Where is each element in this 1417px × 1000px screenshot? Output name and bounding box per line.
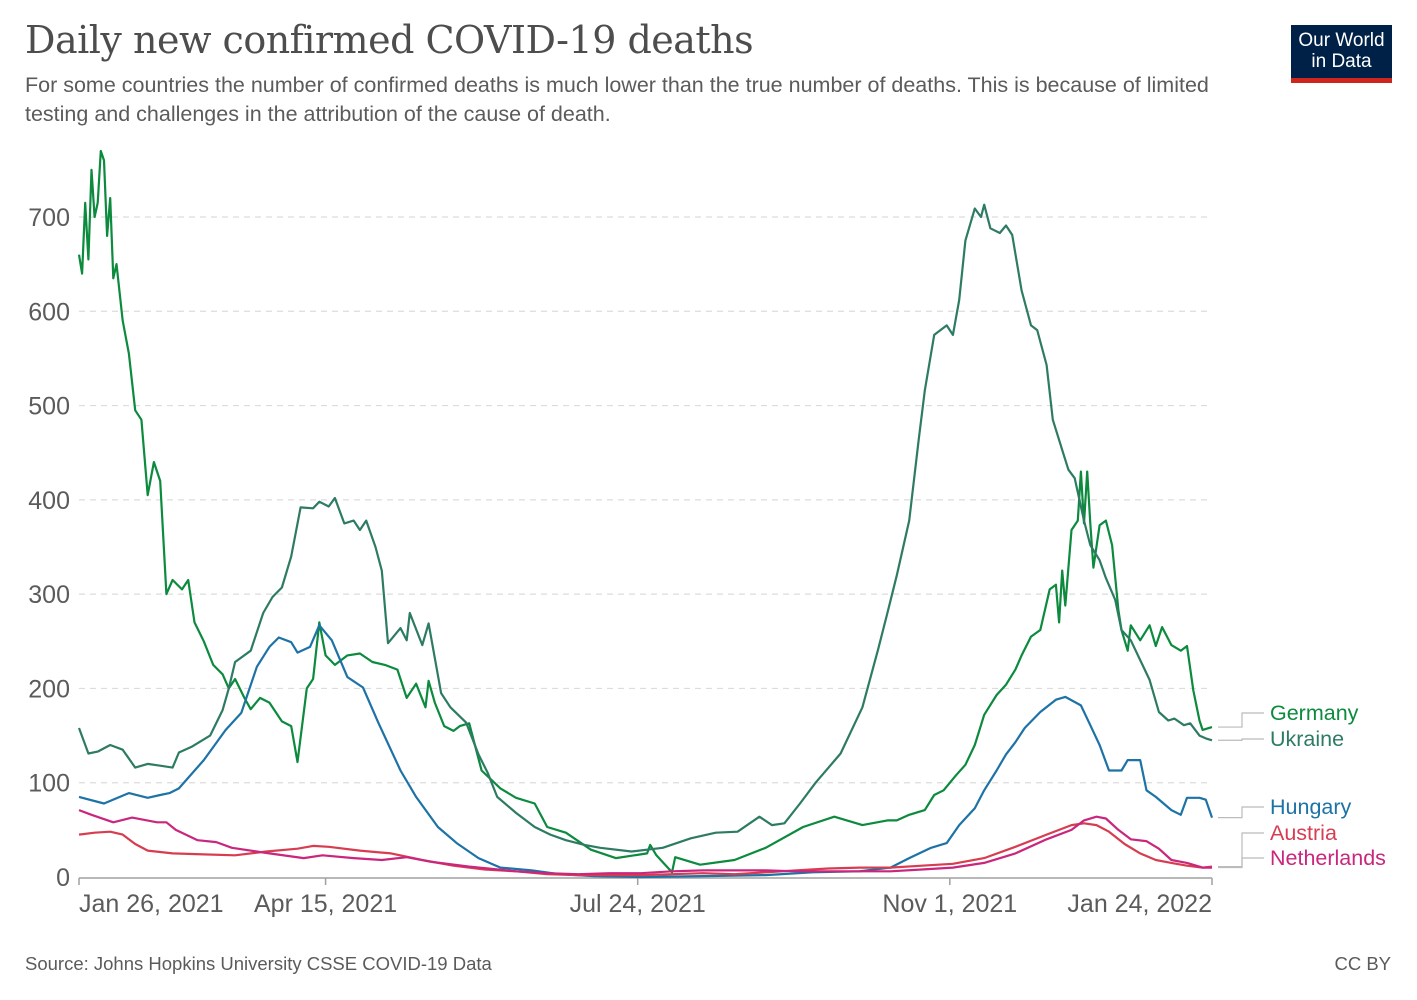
legend-connector (1218, 712, 1264, 728)
series-line-ukraine (77, 203, 1213, 853)
y-tick-label: 100 (28, 770, 70, 798)
x-tick-label: Nov 1, 2021 (882, 890, 1017, 918)
y-tick-label: 700 (28, 204, 70, 232)
y-tick-label: 300 (28, 581, 70, 609)
legend-connector (1218, 832, 1264, 868)
legend-label-germany[interactable]: Germany (1270, 701, 1359, 725)
y-tick-label: 0 (56, 864, 70, 892)
legend-connector (1218, 857, 1264, 869)
legend-label-netherlands[interactable]: Netherlands (1270, 846, 1386, 870)
legend-label-austria[interactable]: Austria (1270, 821, 1337, 845)
x-tick-label: Apr 15, 2021 (254, 890, 397, 918)
y-tick-label: 500 (28, 393, 70, 421)
x-tick-label: Jul 24, 2021 (570, 890, 706, 918)
y-tick-label: 400 (28, 487, 70, 515)
chart-subtitle: For some countries the number of confirm… (25, 73, 1209, 126)
y-tick-label: 200 (28, 675, 70, 703)
legend-connector (1218, 738, 1264, 741)
x-tick-label: Jan 26, 2021 (79, 890, 224, 918)
owid-logo[interactable]: Our World in Data (1291, 25, 1392, 83)
series-line-germany (77, 149, 1213, 874)
legend-label-hungary[interactable]: Hungary (1270, 795, 1352, 819)
chart-title: Daily new confirmed COVID-19 deaths (25, 18, 754, 62)
legend-label-ukraine[interactable]: Ukraine (1270, 727, 1344, 751)
x-tick-label: Jan 24, 2022 (1067, 890, 1212, 918)
series-line-netherlands (78, 809, 1212, 876)
source-note[interactable]: Source: Johns Hopkins University CSSE CO… (25, 953, 492, 974)
series-line-hungary (78, 624, 1214, 879)
license-link[interactable]: CC BY (1334, 953, 1391, 974)
series-line-austria (78, 822, 1213, 877)
y-tick-label: 600 (28, 298, 70, 326)
legend-connector (1218, 806, 1264, 819)
